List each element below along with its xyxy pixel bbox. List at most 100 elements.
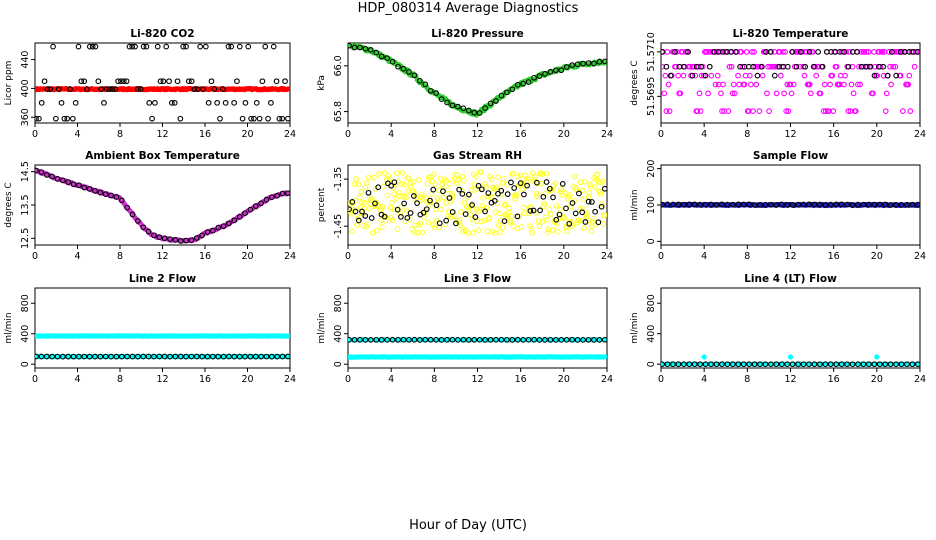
data-point [420, 196, 427, 202]
x-tick-label: 20 [241, 374, 253, 385]
data-point [488, 194, 494, 201]
panel-title: Sample Flow [753, 150, 828, 162]
data-point [567, 192, 573, 198]
data-point [210, 353, 216, 360]
data-point [376, 170, 382, 177]
data-point [351, 44, 358, 51]
data-point [118, 353, 125, 360]
data-point [436, 220, 443, 227]
data-point [359, 199, 365, 206]
data-point [348, 206, 352, 213]
x-tick-label: 8 [744, 129, 750, 140]
data-point [806, 201, 812, 208]
data-point [205, 99, 212, 106]
data-point [888, 49, 895, 55]
y-tick-label: 400 [20, 79, 31, 97]
data-point [880, 63, 887, 70]
data-point [361, 199, 368, 206]
data-point [449, 102, 456, 109]
data-point [758, 63, 765, 70]
data-point [585, 194, 592, 200]
data-point [248, 115, 254, 122]
data-point [467, 211, 474, 218]
data-point [771, 72, 778, 79]
data-point [384, 55, 391, 62]
data-point [279, 190, 286, 197]
data-point [887, 202, 894, 208]
data-point [401, 200, 407, 207]
data-point [126, 43, 133, 50]
x-tick-label: 12 [784, 251, 796, 262]
data-point [449, 209, 456, 215]
data-point [365, 189, 372, 196]
data-point [566, 220, 573, 227]
data-point [78, 78, 85, 85]
data-point [661, 361, 665, 368]
data-point [518, 224, 525, 230]
data-point [670, 201, 676, 208]
data-point [76, 182, 82, 189]
data-point [70, 353, 77, 360]
data-point [433, 90, 440, 96]
data-point [349, 228, 355, 235]
data-point [97, 353, 104, 360]
data-point [43, 353, 50, 360]
data-point [419, 229, 426, 236]
data-point [685, 49, 691, 55]
data-point [406, 69, 412, 75]
data-point [759, 72, 766, 79]
data-point [449, 336, 456, 343]
y-tick-label: 65.8 [333, 101, 344, 122]
data-point [515, 173, 521, 180]
data-point [135, 86, 141, 92]
data-point [476, 110, 483, 116]
data-point [898, 202, 905, 208]
data-point [886, 49, 892, 55]
data-point [729, 90, 736, 97]
data-point [226, 353, 232, 360]
data-point [81, 353, 88, 360]
data-point [599, 201, 605, 208]
data-point [595, 219, 602, 226]
data-point [704, 49, 710, 55]
data-point [389, 58, 396, 65]
data-point [500, 176, 507, 182]
data-point [844, 201, 850, 208]
data-point [871, 201, 878, 208]
x-tick-label: 4 [701, 374, 707, 385]
data-point [536, 337, 543, 343]
data-point [188, 353, 195, 360]
data-point [827, 361, 834, 368]
x-tick-label: 8 [117, 374, 123, 385]
data-point [118, 197, 125, 204]
data-point [199, 353, 205, 360]
data-point [546, 206, 553, 213]
data-point [504, 336, 510, 343]
data-point [140, 43, 147, 50]
data-point [906, 72, 913, 79]
y-tick-label: 200 [646, 160, 657, 178]
data-point [38, 99, 45, 106]
data-point [860, 201, 867, 208]
data-point [403, 207, 410, 214]
data-point [530, 207, 537, 214]
data-point [858, 49, 864, 55]
data-point [497, 229, 503, 235]
x-tick-label: 12 [471, 374, 483, 385]
data-point [822, 108, 829, 114]
data-point [795, 361, 801, 368]
data-point [359, 208, 365, 215]
data-point [411, 229, 418, 235]
panel-title: Ambient Box Temperature [85, 150, 240, 162]
data-point [285, 353, 290, 360]
data-point [53, 115, 59, 122]
data-point [601, 185, 607, 192]
data-point [348, 43, 352, 49]
data-point [680, 201, 687, 208]
data-point [256, 115, 263, 122]
data-point [397, 210, 404, 217]
data-point [520, 336, 527, 343]
data-point [557, 206, 563, 213]
data-point [411, 72, 418, 79]
data-point [582, 219, 589, 225]
